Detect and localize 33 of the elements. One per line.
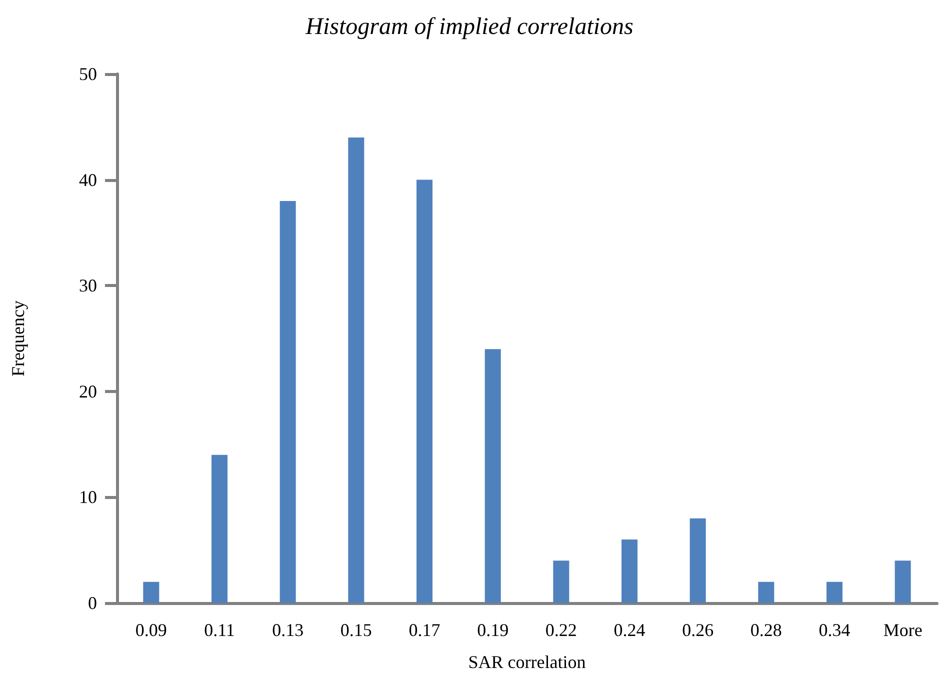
x-tick-label: 0.26 (682, 620, 714, 640)
y-tick-label: 50 (79, 64, 97, 84)
y-tick-label: 40 (79, 170, 97, 190)
bar (143, 582, 160, 603)
x-tick-label: 0.13 (272, 620, 304, 640)
bar (484, 349, 501, 603)
bar (622, 540, 638, 603)
bar (348, 137, 364, 603)
bar (416, 180, 432, 603)
y-tick-label: 0 (88, 593, 97, 613)
x-tick-label: 0.19 (477, 620, 509, 640)
y-axis-title: Frequency (8, 300, 28, 376)
y-tick-label: 20 (79, 381, 97, 402)
x-tick-label: 0.15 (340, 620, 372, 640)
bar (894, 560, 911, 603)
x-axis-title: SAR correlation (468, 652, 586, 672)
x-tick-label: 0.24 (614, 620, 646, 640)
bar (280, 200, 296, 603)
x-tick-label: 0.17 (408, 620, 440, 640)
x-tick-label: 0.11 (204, 620, 235, 640)
bar (212, 454, 228, 603)
x-tick-label: 0.34 (818, 620, 850, 640)
y-tick-label: 10 (79, 487, 97, 508)
y-tick-label: 30 (79, 276, 97, 296)
chart-title: Histogram of implied correlations (304, 14, 634, 40)
x-tick-label: 0.22 (545, 620, 577, 640)
bar (758, 582, 774, 603)
bar (826, 582, 842, 603)
bar (553, 560, 570, 603)
bar (690, 518, 706, 603)
x-tick-label: 0.09 (135, 620, 167, 640)
x-tick-label: More (883, 620, 922, 640)
x-tick-label: 0.28 (750, 620, 782, 640)
